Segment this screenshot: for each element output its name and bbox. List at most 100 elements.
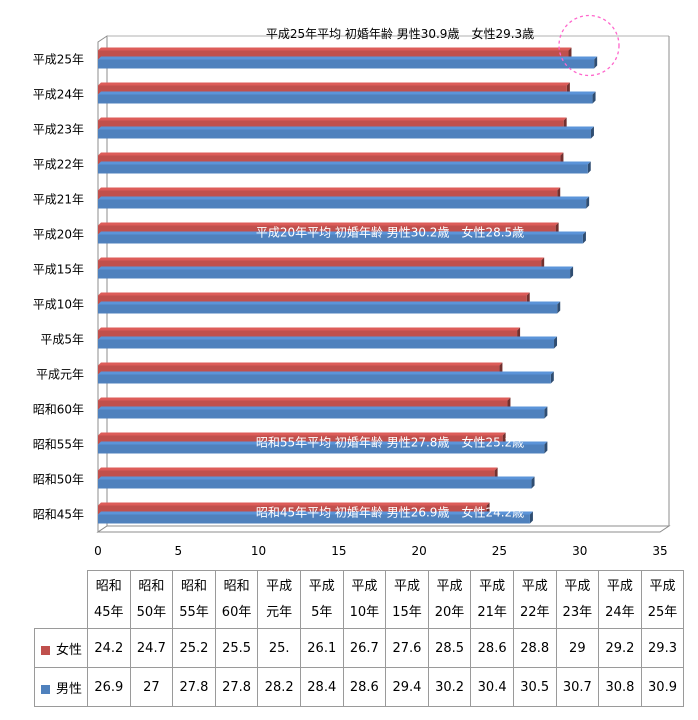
bar-top-face xyxy=(98,91,596,95)
plot-floor xyxy=(96,525,671,533)
data-table-header-cell: 平成 15年 xyxy=(385,570,429,629)
header-text: 45年 xyxy=(94,604,124,620)
bar-front-face xyxy=(98,444,545,454)
bar-top-face xyxy=(98,432,506,436)
bar-front-face xyxy=(98,409,545,419)
header-text: 10年 xyxy=(349,604,380,620)
bar-top-face xyxy=(98,56,598,60)
header-text: 23年 xyxy=(562,604,593,620)
bar-top-face xyxy=(98,161,591,165)
data-table-value: 25.2 xyxy=(172,628,216,668)
bar-top-face xyxy=(98,231,586,235)
bar-top-face xyxy=(98,257,545,261)
data-table-value: 24.2 xyxy=(87,628,131,668)
bar-end-face xyxy=(557,301,561,314)
plot-left-wall xyxy=(97,35,108,533)
bar-top-face xyxy=(98,187,561,191)
header-text: 平成 xyxy=(351,578,378,594)
data-table-header-cell: 平成 22年 xyxy=(512,570,557,629)
category-label: 昭和50年 xyxy=(33,473,84,487)
data-table-value: 27.8 xyxy=(214,667,259,707)
bar-top-face xyxy=(98,126,594,130)
annotation-label: 昭和45年平均 初婚年齢 男性26.9歳 女性24.2歳 xyxy=(256,505,524,520)
header-text: 平成 xyxy=(564,578,591,594)
bar-front-face xyxy=(98,129,591,139)
bar-top-face xyxy=(98,502,490,506)
bar-front-face xyxy=(98,120,564,130)
plot-frame xyxy=(96,35,671,533)
bar-top-face xyxy=(98,196,590,200)
x-tick-label: 30 xyxy=(572,544,587,558)
data-table-value: 29 xyxy=(555,628,600,668)
bar-top-face xyxy=(98,47,572,51)
bar-front-face xyxy=(98,50,569,60)
bar-top-face xyxy=(98,467,498,471)
data-table-value: 27.8 xyxy=(172,667,216,707)
bar-front-face xyxy=(98,470,495,480)
bar-男性-平成15年 xyxy=(98,266,574,279)
data-table-value: 26.7 xyxy=(342,628,387,668)
legend-label: 女性 xyxy=(34,628,88,668)
category-label: 昭和60年 xyxy=(33,403,84,417)
bar-front-face xyxy=(98,505,487,515)
bar-front-face xyxy=(98,190,558,200)
bar-top-face xyxy=(98,301,561,305)
data-table-value: 25. xyxy=(257,628,301,668)
data-table-header-cell: 昭和 60年 xyxy=(214,570,259,629)
bar-top-face xyxy=(98,397,511,401)
bar-男性-昭和60年 xyxy=(98,406,548,419)
data-table-value: 30.7 xyxy=(555,667,600,707)
bar-front-face xyxy=(98,400,508,410)
header-text: 昭和 xyxy=(223,578,250,594)
bar-男性-昭和50年 xyxy=(98,476,535,489)
bar-top-face xyxy=(98,476,535,480)
header-text: 平成 xyxy=(266,578,293,594)
data-table-value: 28.2 xyxy=(257,667,301,707)
bar-end-face xyxy=(544,406,548,419)
bar-男性-平成元年 xyxy=(98,371,554,384)
bar-top-face xyxy=(98,266,574,270)
data-table-value: 28.5 xyxy=(427,628,472,668)
bar-end-face xyxy=(592,91,596,104)
bar-front-face xyxy=(98,269,571,279)
header-text: 21年 xyxy=(477,604,507,620)
data-table-header-cell: 昭和 50年 xyxy=(129,570,174,629)
data-table-header-cell: 平成 20年 xyxy=(427,570,472,629)
data-table-value: 30.9 xyxy=(640,667,685,707)
category-label: 平成5年 xyxy=(40,333,84,347)
bar-front-face xyxy=(98,199,587,209)
bar-front-face xyxy=(98,164,588,174)
header-text: 5年 xyxy=(311,604,333,620)
bar-女性-平成23年 xyxy=(98,117,567,130)
header-text: 22年 xyxy=(519,604,550,620)
data-table-header-cell: 平成 元年 xyxy=(257,570,301,629)
bar-front-face xyxy=(98,94,593,104)
bar-top-face xyxy=(98,327,521,331)
bar-男性-平成23年 xyxy=(98,126,594,139)
bar-男性-昭和45年 xyxy=(98,511,533,524)
bars-group xyxy=(98,47,598,524)
data-table-value: 28.8 xyxy=(512,628,557,668)
bar-end-face xyxy=(590,126,594,139)
bar-front-face xyxy=(98,374,551,384)
header-text: 60年 xyxy=(221,604,252,620)
header-text: 50年 xyxy=(136,604,167,620)
category-label: 平成24年 xyxy=(33,88,84,102)
bar-front-face xyxy=(98,365,500,375)
data-table-value: 26.1 xyxy=(299,628,344,668)
bar-end-face xyxy=(594,56,598,69)
category-label: 平成21年 xyxy=(33,193,84,207)
bar-top-face xyxy=(98,511,533,515)
data-table-value: 28.6 xyxy=(470,628,514,668)
legend-label: 男性 xyxy=(34,667,88,707)
bar-top-face xyxy=(98,336,558,340)
category-label: 平成23年 xyxy=(33,123,84,137)
data-table-value: 27 xyxy=(129,667,174,707)
x-tick-label: 15 xyxy=(331,544,346,558)
data-table-row-male: 男性 26.9 27 27.8 27.8 28.2 28.4 28.6 29.4 30.2 30.4… xyxy=(34,667,685,707)
data-table-value: 29.4 xyxy=(385,667,429,707)
x-tick-label: 25 xyxy=(492,544,507,558)
bar-top-face xyxy=(98,362,503,366)
data-table-row-female: 女性 24.2 24.7 25.2 25.5 25. 26.1 26.7 27.6 28.5 28.… xyxy=(34,628,685,668)
